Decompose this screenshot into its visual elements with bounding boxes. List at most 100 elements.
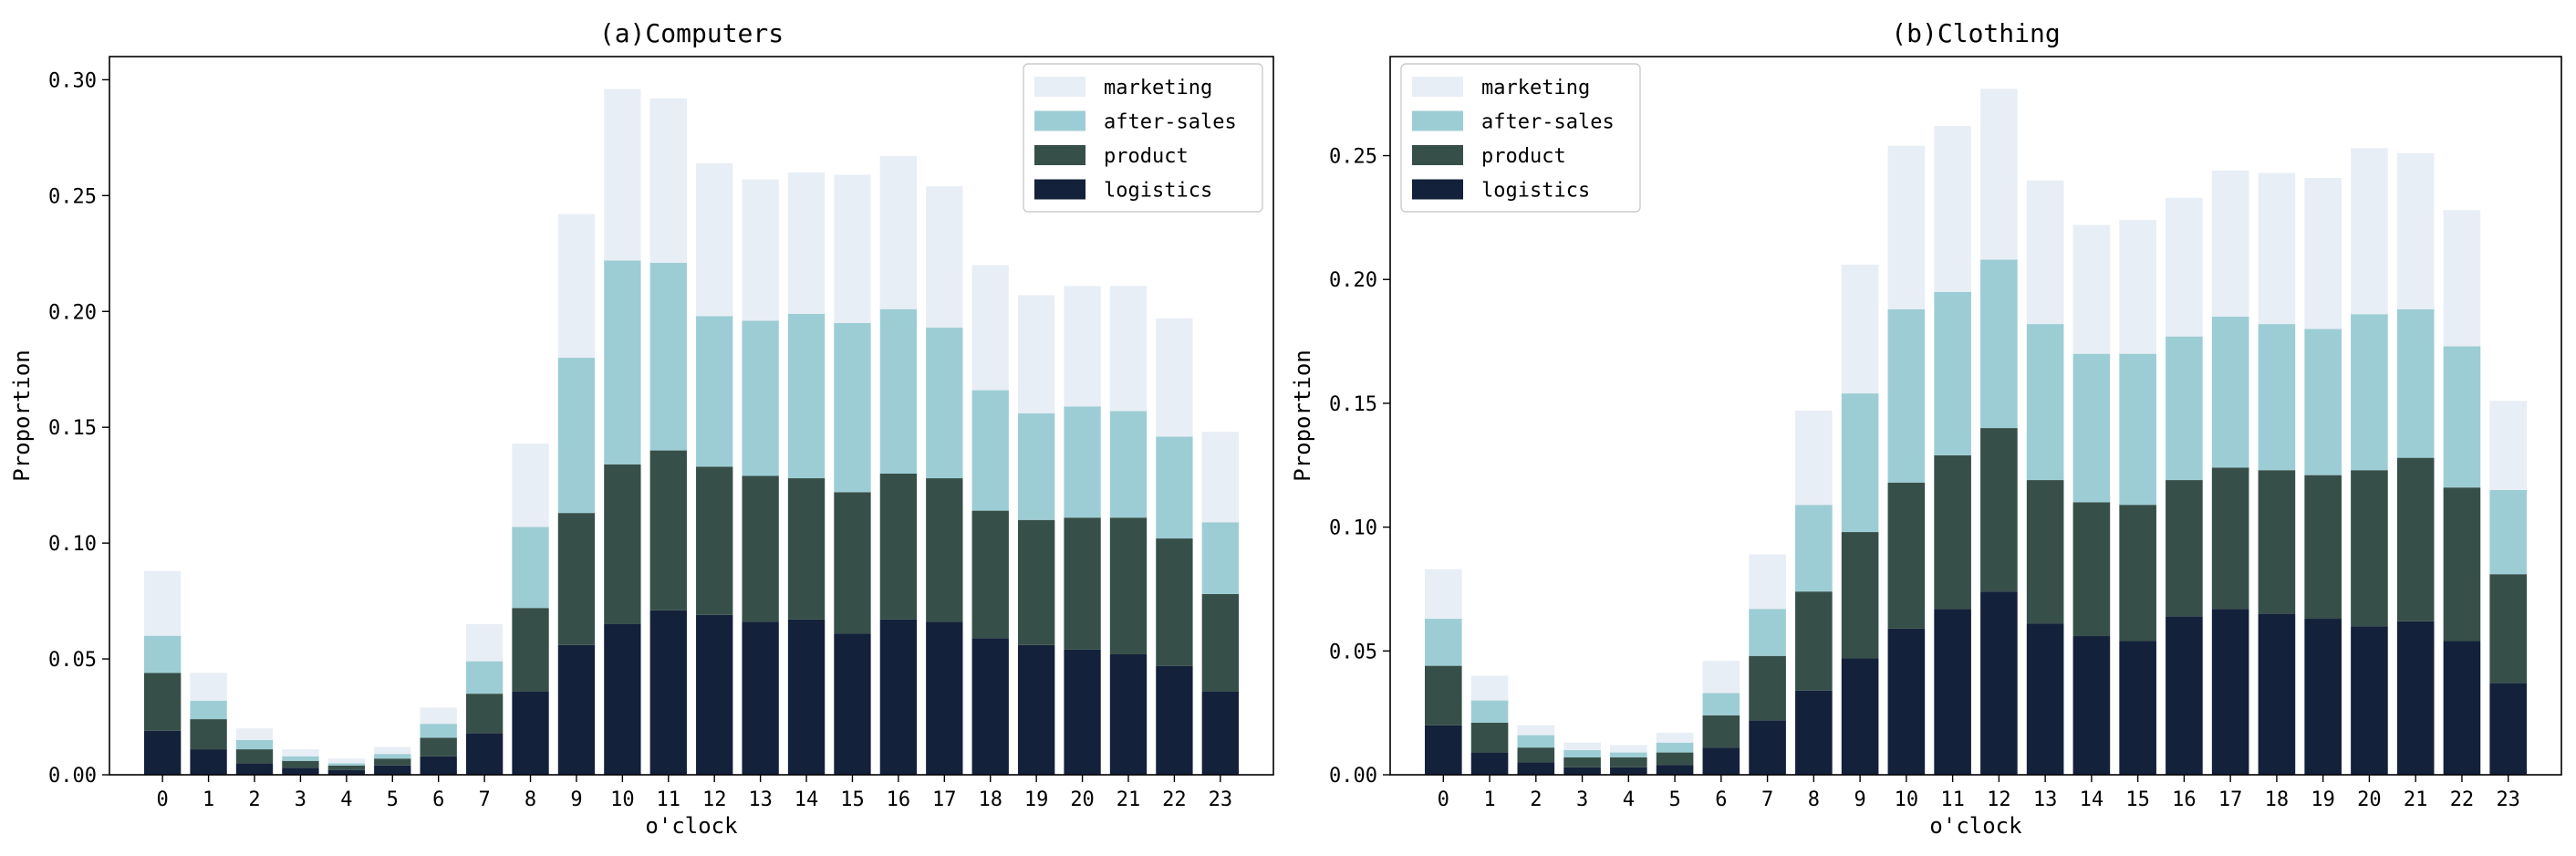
bar-after-sales-1	[1470, 700, 1509, 724]
x-tick-label: 18	[2265, 788, 2290, 811]
bar-logistics-5	[374, 765, 411, 775]
x-tick-label: 10	[1895, 788, 1919, 811]
legend-swatch-after-sales	[1034, 110, 1085, 131]
x-tick-label: 16	[2172, 788, 2197, 811]
bar-after-sales-15	[834, 322, 871, 493]
bar-logistics-7	[465, 733, 504, 775]
bar-after-sales-6	[420, 724, 457, 738]
bar-marketing-16	[879, 156, 918, 309]
y-tick-label: 0.10	[1329, 517, 1377, 540]
bar-logistics-13	[742, 621, 779, 775]
x-tick-label: 20	[2357, 788, 2382, 811]
x-tick-label: 11	[1940, 788, 1965, 811]
bar-after-sales-10	[604, 260, 641, 465]
legend-swatch-logistics	[1034, 179, 1085, 200]
x-tick-label: 5	[387, 788, 399, 811]
bar-product-1	[190, 719, 227, 750]
bar-after-sales-19	[1017, 412, 1055, 520]
bar-marketing-15	[834, 174, 871, 323]
bar-after-sales-22	[2443, 346, 2481, 488]
bar-logistics-20	[2351, 626, 2388, 775]
bar-marketing-13	[2026, 180, 2064, 325]
y-tick-label: 0.30	[48, 69, 97, 92]
bar-product-21	[2396, 457, 2435, 621]
x-tick-label: 3	[1576, 788, 1588, 811]
bar-product-22	[2443, 487, 2481, 642]
bar-after-sales-11	[649, 262, 687, 451]
bar-logistics-6	[420, 756, 457, 775]
bars	[1425, 89, 2527, 775]
bar-after-sales-13	[742, 320, 779, 476]
bar-marketing-19	[1017, 295, 1055, 413]
legend: marketing after-sales product logistics	[1023, 63, 1263, 213]
bar-logistics-4	[1610, 767, 1647, 775]
bar-after-sales-0	[1425, 619, 1462, 666]
x-tick-label: 13	[2033, 788, 2058, 811]
y-tick-label: 0.10	[48, 533, 97, 556]
bar-logistics-5	[1656, 765, 1694, 775]
bar-product-23	[2489, 574, 2527, 684]
bar-product-19	[2304, 475, 2342, 620]
bar-product-18	[2258, 470, 2296, 614]
x-tick-label: 16	[887, 788, 911, 811]
bar-marketing-2	[235, 728, 274, 740]
legend-label-after-sales: after-sales	[1104, 111, 1237, 134]
bar-product-17	[926, 478, 963, 622]
y-tick-label: 0.15	[48, 417, 97, 440]
bar-logistics-7	[1749, 720, 1786, 775]
bar-product-14	[787, 478, 826, 620]
x-tick-label: 2	[248, 788, 260, 811]
bar-marketing-20	[2351, 148, 2388, 315]
bar-marketing-6	[1702, 661, 1740, 694]
bar-marketing-11	[1934, 125, 1971, 292]
bar-marketing-22	[1156, 318, 1193, 437]
y-axis-label: Proportion	[9, 350, 35, 482]
bar-after-sales-2	[1517, 735, 1555, 748]
bar-marketing-14	[2072, 224, 2111, 354]
x-tick-label: 2	[1530, 788, 1542, 811]
bar-product-1	[1470, 723, 1509, 753]
bar-product-23	[1201, 593, 1239, 692]
bar-after-sales-9	[557, 358, 596, 514]
bar-after-sales-12	[696, 316, 733, 467]
bar-marketing-21	[1109, 286, 1148, 412]
bar-logistics-21	[2396, 621, 2435, 775]
bar-after-sales-13	[2026, 324, 2064, 481]
bar-after-sales-14	[2072, 353, 2111, 503]
bar-marketing-2	[1517, 725, 1555, 736]
x-tick-label: 9	[570, 788, 582, 811]
x-tick-label: 23	[2496, 788, 2520, 811]
bar-product-22	[1156, 538, 1193, 666]
bar-logistics-0	[1425, 725, 1462, 775]
bar-after-sales-16	[879, 308, 918, 474]
bar-marketing-9	[1841, 264, 1879, 394]
bar-product-16	[879, 473, 918, 620]
x-tick-label: 15	[2125, 788, 2150, 811]
bar-after-sales-5	[1656, 742, 1694, 753]
bar-marketing-8	[512, 443, 549, 527]
bar-product-4	[1610, 757, 1647, 767]
x-tick-label: 3	[295, 788, 306, 811]
bar-marketing-18	[971, 265, 1009, 391]
legend-label-logistics: logistics	[1104, 180, 1212, 203]
bar-logistics-16	[879, 619, 918, 775]
bar-logistics-1	[1470, 752, 1509, 775]
bar-marketing-22	[2443, 210, 2481, 347]
bar-logistics-11	[1934, 609, 1971, 775]
bar-marketing-17	[2211, 170, 2249, 317]
bar-logistics-13	[2026, 623, 2064, 775]
bar-marketing-10	[604, 89, 641, 261]
bar-after-sales-9	[1841, 393, 1879, 533]
bar-after-sales-3	[282, 756, 319, 761]
bar-after-sales-20	[2351, 314, 2388, 471]
x-tick-label: 21	[2404, 788, 2428, 811]
x-tick-label: 9	[1854, 788, 1865, 811]
bar-marketing-8	[1795, 411, 1833, 506]
bar-logistics-9	[1841, 658, 1879, 775]
legend-label-product: product	[1104, 145, 1189, 168]
bar-after-sales-1	[190, 700, 227, 720]
bar-marketing-4	[1610, 745, 1647, 753]
bar-logistics-23	[1201, 691, 1239, 775]
bar-after-sales-7	[465, 661, 504, 694]
